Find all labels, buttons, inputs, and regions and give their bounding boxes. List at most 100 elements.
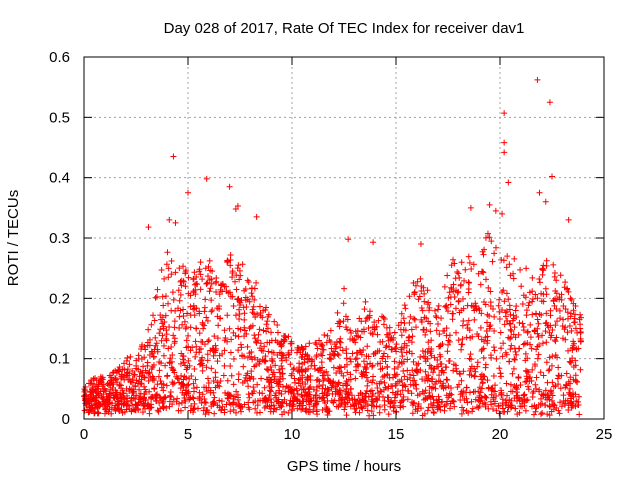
data-point — [437, 406, 444, 413]
data-point — [236, 306, 243, 313]
data-point — [221, 362, 228, 369]
data-point — [374, 389, 381, 396]
data-point — [237, 341, 244, 348]
data-point — [446, 338, 453, 345]
data-point — [208, 365, 215, 372]
data-point — [121, 366, 128, 373]
data-point — [381, 350, 388, 357]
data-point — [505, 296, 512, 303]
data-point — [343, 350, 350, 357]
data-point — [540, 298, 547, 305]
data-point — [567, 295, 574, 302]
data-point — [486, 323, 493, 330]
data-point — [489, 258, 496, 265]
data-point — [132, 401, 139, 408]
data-point — [211, 399, 218, 406]
data-point — [209, 268, 216, 275]
data-point — [144, 403, 151, 410]
data-point — [166, 359, 173, 366]
data-point — [203, 388, 210, 395]
y-tick-label: 0.3 — [49, 230, 70, 247]
data-point — [256, 389, 263, 396]
data-point — [261, 343, 268, 350]
data-point — [482, 361, 489, 368]
data-point — [149, 373, 156, 380]
data-point — [457, 371, 464, 378]
data-point — [480, 354, 487, 361]
data-point — [319, 385, 326, 392]
data-point — [297, 382, 304, 389]
data-point — [103, 408, 110, 415]
data-point — [471, 316, 478, 323]
data-point — [397, 391, 404, 398]
data-point — [161, 318, 168, 325]
data-point — [308, 362, 315, 369]
data-point — [271, 376, 278, 383]
data-point — [471, 365, 478, 372]
data-point — [355, 363, 362, 370]
data-point — [524, 339, 531, 346]
data-point — [402, 305, 409, 312]
data-point — [411, 316, 418, 323]
data-point — [250, 399, 257, 406]
data-point — [422, 368, 429, 375]
data-point — [508, 342, 515, 349]
data-point — [496, 296, 503, 303]
data-point — [245, 278, 252, 285]
data-point — [466, 355, 473, 362]
data-point — [192, 353, 199, 360]
data-point — [458, 346, 465, 353]
data-point — [459, 296, 466, 303]
data-point — [141, 383, 148, 390]
data-point — [349, 350, 356, 357]
data-point — [256, 326, 263, 333]
data-point — [477, 389, 484, 396]
data-point — [413, 324, 420, 331]
data-point — [333, 383, 340, 390]
data-point — [444, 377, 451, 384]
data-point — [95, 410, 102, 417]
data-point — [437, 343, 444, 350]
data-point — [275, 400, 282, 407]
data-point — [375, 317, 382, 324]
data-point — [200, 325, 207, 332]
data-point — [326, 377, 333, 384]
data-point — [107, 380, 114, 387]
data-point — [491, 400, 498, 407]
data-point — [236, 316, 243, 323]
data-point — [155, 408, 162, 415]
data-point — [556, 307, 563, 314]
data-point — [275, 383, 282, 390]
data-point — [401, 340, 408, 347]
data-point — [421, 390, 428, 397]
data-point — [199, 391, 206, 398]
data-point — [347, 376, 354, 383]
data-point — [237, 326, 244, 333]
data-point — [158, 266, 165, 273]
data-point — [306, 401, 313, 408]
data-point — [513, 389, 520, 396]
data-point — [221, 327, 228, 334]
data-point — [157, 312, 164, 319]
data-point — [534, 295, 541, 302]
data-point — [103, 401, 110, 408]
data-point — [536, 311, 543, 318]
data-point — [168, 258, 175, 265]
data-point — [542, 198, 549, 205]
data-point — [542, 320, 549, 327]
data-point — [291, 375, 298, 382]
data-point — [404, 376, 411, 383]
data-point — [157, 405, 164, 412]
data-point — [525, 383, 532, 390]
data-point — [380, 353, 387, 360]
data-point — [254, 311, 261, 318]
data-point — [275, 378, 282, 385]
data-point — [107, 386, 114, 393]
data-point — [283, 400, 290, 407]
data-point — [154, 348, 161, 355]
data-point — [562, 397, 569, 404]
data-point — [363, 353, 370, 360]
data-point — [552, 295, 559, 302]
data-point — [177, 385, 184, 392]
data-point — [226, 183, 233, 190]
